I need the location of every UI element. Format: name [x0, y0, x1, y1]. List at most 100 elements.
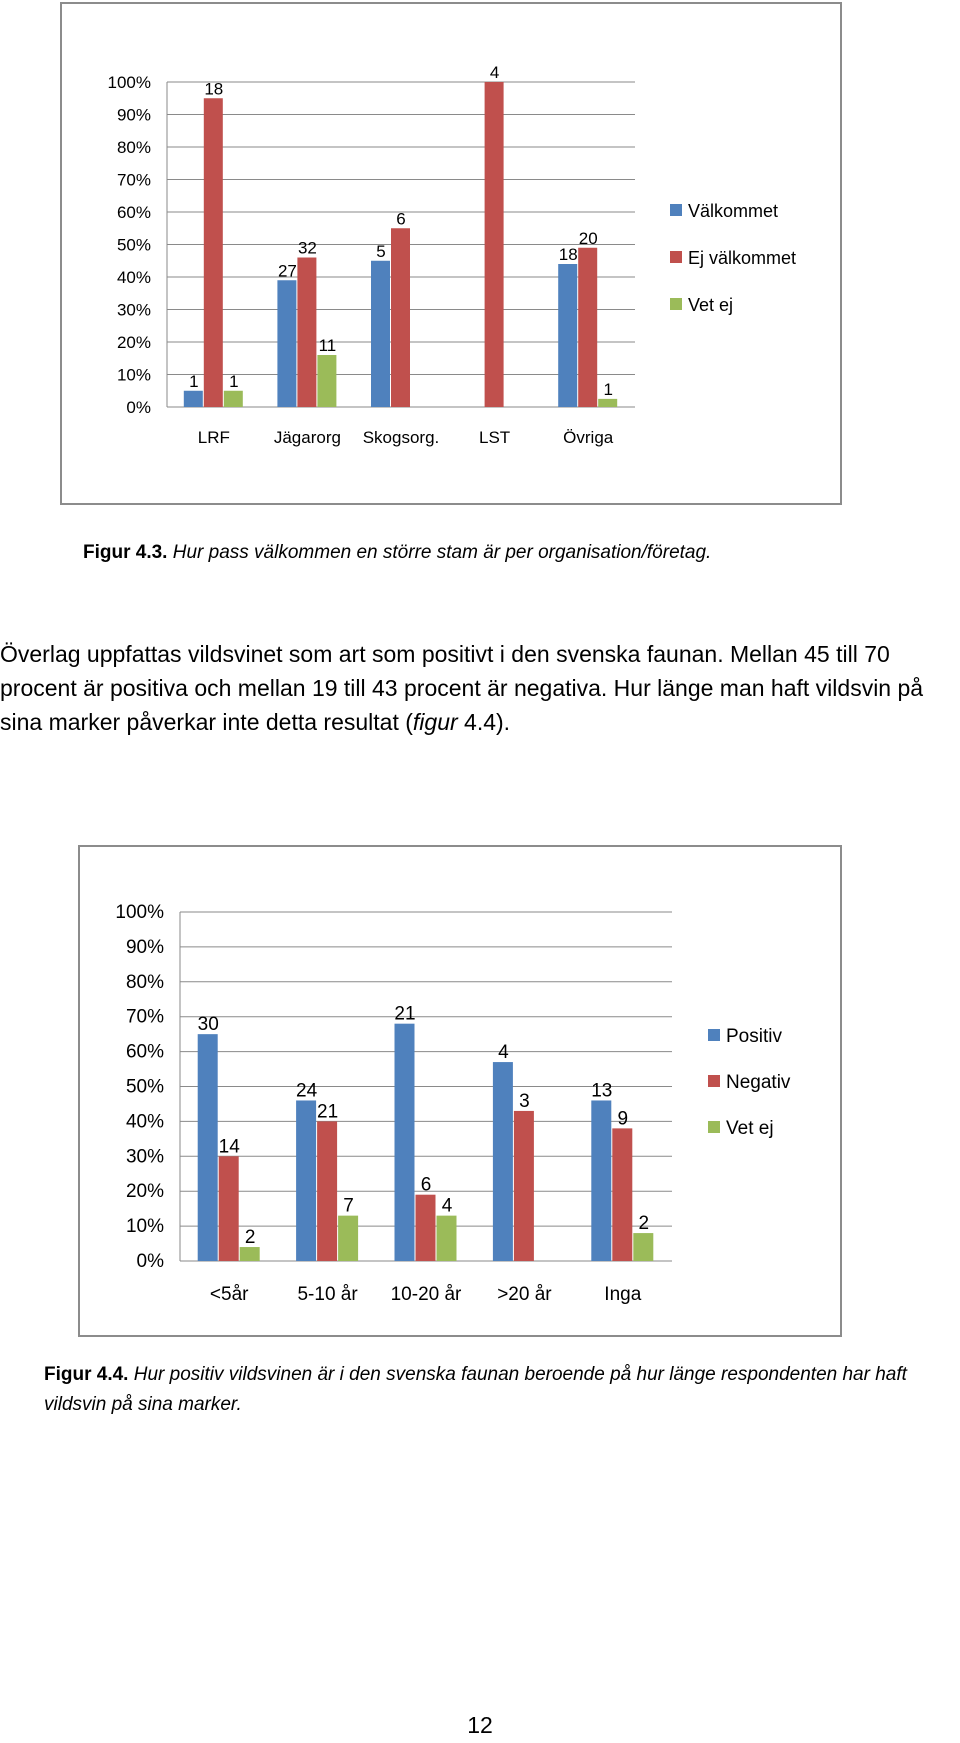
fig1-bar	[297, 257, 317, 407]
fig1-bar	[183, 390, 203, 407]
fig2-ytick-label: 10%	[126, 1216, 164, 1237]
fig1-category-label: Övriga	[563, 428, 614, 447]
fig1-bar	[598, 398, 618, 407]
figure-4-4-label: Figur 4.4.	[44, 1364, 129, 1385]
figure-4-4-svg: 0%10%20%30%40%50%60%70%80%90%100%3024214…	[115, 902, 791, 1305]
fig1-bar	[277, 280, 297, 407]
fig2-bar	[394, 1023, 415, 1261]
fig1-data-label: 18	[204, 79, 223, 98]
fig1-data-label: 1	[229, 372, 238, 391]
fig1-ytick-label: 30%	[117, 301, 151, 320]
fig1-data-label: 18	[559, 245, 578, 264]
fig2-ytick-label: 40%	[126, 1111, 164, 1132]
fig2-data-label: 4	[442, 1196, 453, 1217]
fig2-bar	[591, 1100, 612, 1261]
fig1-ytick-label: 50%	[117, 236, 151, 255]
fig1-legend-label: Ej välkommet	[688, 248, 796, 268]
fig1-ytick-label: 70%	[117, 171, 151, 190]
fig2-bar	[218, 1156, 239, 1261]
fig1-ytick-label: 40%	[117, 268, 151, 287]
figure-4-3-chart: 0% 10% 20% 30% 40% 50% 60% 70% 80% 90% 100% 1 27 5 18 1…	[60, 2, 842, 505]
fig2-bar	[317, 1121, 338, 1261]
fig2-category-label: <5år	[210, 1284, 249, 1305]
body-paragraph: Överlag uppfattas vildsvinet som art som…	[0, 637, 960, 739]
fig1-legend-label: Välkommet	[688, 201, 778, 221]
fig1-data-label: 5	[376, 242, 385, 261]
fig2-ytick-label: 100%	[115, 902, 164, 923]
fig2-data-label: 7	[343, 1196, 354, 1217]
fig2-data-label: 21	[394, 1004, 415, 1025]
fig2-ytick-label: 50%	[126, 1077, 164, 1098]
fig1-bar	[223, 390, 243, 407]
fig2-bar	[513, 1110, 534, 1261]
fig2-bar	[633, 1233, 654, 1261]
fig2-category-label: 10-20 år	[391, 1284, 462, 1305]
fig2-data-label: 21	[317, 1101, 338, 1122]
fig1-ytick-label: 60%	[117, 203, 151, 222]
fig2-legend-label: Vet ej	[726, 1118, 774, 1139]
fig1-ytick-label: 80%	[117, 138, 151, 157]
figure-4-3-title: Hur pass välkommen en större stam är per…	[172, 542, 712, 563]
fig2-data-label: 14	[219, 1136, 241, 1157]
fig2-data-label: 6	[421, 1175, 432, 1196]
fig2-data-label: 3	[519, 1091, 530, 1112]
fig2-category-label: 5-10 år	[297, 1284, 358, 1305]
fig1-category-label: Jägarorg	[274, 428, 341, 447]
fig2-legend-label: Positiv	[726, 1026, 782, 1047]
paragraph-text: Överlag uppfattas vildsvinet som art som…	[0, 641, 924, 735]
fig2-data-label: 24	[296, 1080, 318, 1101]
fig2-bar	[436, 1215, 457, 1261]
fig2-ytick-label: 80%	[126, 972, 164, 993]
fig1-category-label: LRF	[198, 428, 230, 447]
fig1-data-label: 27	[278, 261, 297, 280]
paragraph-italic: figur	[412, 709, 458, 735]
fig1-legend-swatch	[670, 204, 682, 216]
fig1-data-label: 1	[603, 380, 612, 399]
paragraph-text-end: 4.4).	[457, 709, 511, 735]
fig2-ytick-label: 90%	[126, 937, 164, 958]
fig2-data-label: 30	[198, 1014, 219, 1035]
fig1-bar	[578, 247, 598, 407]
figure-4-4-caption: Figur 4.4. Hur positiv vildsvinen är i d…	[44, 1360, 960, 1420]
fig1-ytick-label: 10%	[117, 366, 151, 385]
fig2-category-label: Inga	[604, 1284, 641, 1305]
fig2-ytick-label: 0%	[137, 1251, 165, 1272]
fig1-legend-label: Vet ej	[688, 295, 733, 315]
figure-4-3-caption: Figur 4.3. Hur pass välkommen en större …	[83, 538, 711, 568]
fig1-category-label: LST	[479, 428, 510, 447]
fig2-ytick-label: 70%	[126, 1007, 164, 1028]
fig2-ytick-label: 30%	[126, 1146, 164, 1167]
fig2-legend-swatch	[708, 1121, 720, 1133]
fig2-bar	[239, 1247, 260, 1261]
fig2-ytick-label: 20%	[126, 1181, 164, 1202]
fig1-data-label: 32	[298, 239, 317, 258]
figure-4-4-title: Hur positiv vildsvinen är i den svenska …	[44, 1364, 907, 1415]
fig1-data-label: 20	[579, 229, 598, 248]
fig1-bar	[391, 228, 410, 407]
figure-4-3-svg: 0% 10% 20% 30% 40% 50% 60% 70% 80% 90% 100% 1 27 5 18 1…	[108, 63, 797, 447]
fig2-bar	[338, 1215, 359, 1261]
fig1-bar	[484, 82, 504, 407]
fig2-bar	[492, 1062, 513, 1261]
fig2-ytick-label: 60%	[126, 1042, 164, 1063]
fig1-bar	[317, 355, 337, 407]
fig1-category-label: Skogsorg.	[363, 428, 440, 447]
fig2-category-label: >20 år	[497, 1284, 552, 1305]
fig2-data-label: 2	[639, 1213, 650, 1234]
fig1-legend-swatch	[670, 251, 682, 263]
fig1-data-label: 6	[396, 209, 405, 228]
fig1-bar	[558, 264, 578, 407]
fig1-data-label: 1	[189, 372, 198, 391]
fig2-legend-swatch	[708, 1075, 720, 1087]
fig2-data-label: 13	[591, 1080, 612, 1101]
fig1-ytick-label: 90%	[117, 106, 151, 125]
fig1-bar	[371, 260, 390, 407]
fig2-bar	[612, 1128, 633, 1261]
fig2-data-label: 9	[618, 1108, 629, 1129]
fig2-bar	[197, 1034, 218, 1261]
fig2-legend-label: Negativ	[726, 1072, 791, 1093]
fig2-data-label: 4	[498, 1042, 509, 1063]
fig1-data-label: 11	[319, 336, 337, 355]
fig1-ytick-label: 0%	[126, 398, 151, 417]
fig1-data-label: 4	[490, 63, 499, 82]
